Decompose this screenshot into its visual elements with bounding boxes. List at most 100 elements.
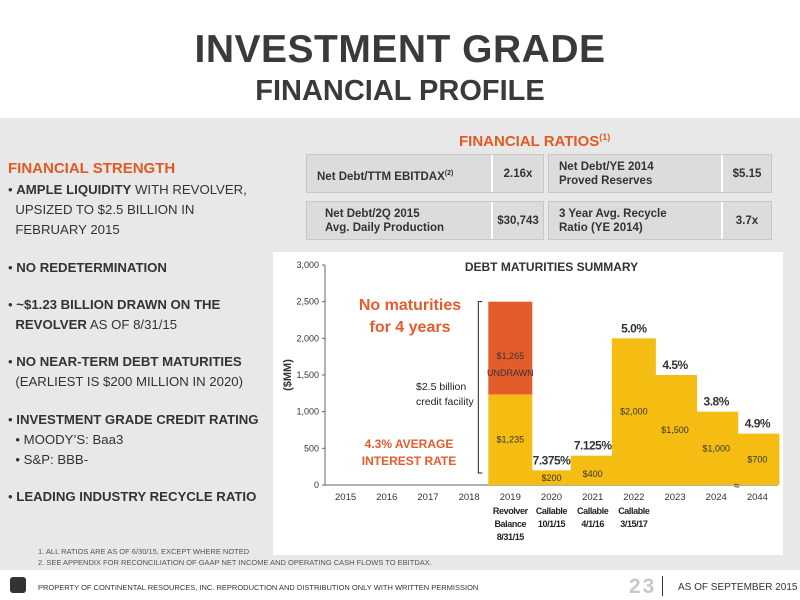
annotation-no-maturities: No maturities [359,297,461,314]
bullet-recycle-text: LEADING INDUSTRY RECYCLE RATIO [16,489,257,504]
bar-value-label: $400 [583,469,603,479]
ratio-production-value: $30,743 [491,202,543,239]
ratio-ebitdax-value: 2.16x [491,155,543,192]
bullet-redetermination-text: NO REDETERMINATION [16,260,167,275]
bullet-maturities-l2: (EARLIEST IS $200 MILLION IN 2020) [15,374,244,389]
bar-sub-label: Balance [494,519,526,529]
bar-drawn [694,411,739,485]
ratio-production-label: Net Debt/2Q 2015 Avg. Daily Production [325,208,445,234]
x-tick-label: 2023 [664,492,685,503]
bar-sub-label: Callable [536,506,568,516]
x-tick-label: 2044 [747,492,768,503]
ratio-box-reserves: Net Debt/YE 2014 Proved Reserves $5.15 [548,154,772,193]
bar-undrawn [488,301,533,395]
title-area: INVESTMENT GRADE FINANCIAL PROFILE [0,0,800,118]
company-logo-icon [10,577,26,593]
bullet-drawn: • ~$1.23 BILLION DRAWN ON THE REVOLVER A… [8,297,221,332]
y-tick-label: 0 [314,480,319,490]
footer-as-of: AS OF SEPTEMBER 2015 [678,582,798,593]
bullet-maturities: • NO NEAR-TERM DEBT MATURITIES (EARLIEST… [8,354,244,389]
rate-label: 4.9% [745,417,771,431]
ratio-reserves-value: $5.15 [721,155,771,192]
y-tick-label: 2,500 [296,297,319,307]
bullet-liquidity-rest: WITH REVOLVER, [131,182,247,197]
x-tick-label: 2022 [623,492,644,503]
bar-value-label: $2,000 [620,407,648,417]
bar-drawn [735,433,780,485]
annotation-credit-facility: $2.5 billion [416,381,466,393]
bar-sub-label: 4/1/16 [581,519,604,529]
bullet-liquidity-l2: UPSIZED TO $2.5 BILLION IN [15,202,195,217]
chart-svg: DEBT MATURITIES SUMMARY 0 500 1,000 1,500 2,0… [282,260,780,542]
annotation-average-rate: 4.3% AVERAGE [365,437,454,451]
undrawn-text-label: UNDRAWN [487,368,534,378]
axis-break-icon: ≈ [734,481,740,492]
x-tick-label: 2021 [582,492,603,503]
bullet-rating: • INVESTMENT GRADE CREDIT RATING • MOODY… [8,412,259,467]
bar-sub-label: Revolver [493,506,529,516]
bullet-drawn-l1: ~$1.23 BILLION DRAWN ON THE [16,297,221,312]
x-tick-label: 2015 [335,492,356,503]
ratio-reserves-label: Net Debt/YE 2014 Proved Reserves [559,161,654,187]
y-tick-label: 3,000 [296,260,319,270]
bar-value-label: $1,235 [497,435,525,445]
y-tick-label: 500 [304,443,319,453]
bullet-drawn-l2-bold: REVOLVER [15,317,87,332]
bullet-drawn-l2-rest: AS OF 8/31/15 [86,317,178,332]
bar-drawn [653,375,698,485]
footer-property-notice: PROPERTY OF CONTINENTAL RESOURCES, INC. … [38,583,479,592]
bullet-rating-moodys: MOODY’S: Baa3 [23,432,124,447]
undrawn-value-label: $1,265 [497,351,525,361]
bar-value-label: $700 [747,454,767,464]
y-tick-label: 1,500 [296,370,319,380]
bar-drawn [570,455,615,485]
bar-value-label: $200 [541,473,561,483]
y-axis-label: ($MM) [282,359,294,391]
x-tick-label: 2016 [376,492,397,503]
y-tick-label: 2,000 [296,333,319,343]
bar-value-label: $1,000 [702,443,730,453]
ratio-box-ebitdax: Net Debt/TTM EBITDAX(2) 2.16x [306,154,544,193]
x-tick-label: 2020 [541,492,562,503]
ratio-ebitdax-label: Net Debt/TTM EBITDAX(2) [317,170,454,183]
rate-label: 7.125% [574,439,613,453]
bullet-rating-text: INVESTMENT GRADE CREDIT RATING [16,412,259,427]
ratio-recycle-value: 3.7x [721,202,771,239]
footer-bar [0,570,800,600]
footnote-2: 2. SEE APPENDIX FOR RECONCILIATION OF GA… [38,558,432,567]
x-tick-label: 2019 [500,492,521,503]
ratios-heading: FINANCIAL RATIOS(1) [459,132,610,150]
ratio-box-production: Net Debt/2Q 2015 Avg. Daily Production $3… [306,201,544,240]
rate-label: 5.0% [621,321,647,335]
ratio-recycle-label: 3 Year Avg. Recycle Ratio (YE 2014) [559,208,667,234]
strength-heading: FINANCIAL STRENGTH [8,160,176,177]
rate-label: 7.375% [533,453,572,467]
bullet-rating-sp: S&P: BBB- [23,452,89,467]
footer-separator [662,576,663,596]
page-title: INVESTMENT GRADE [194,28,606,71]
x-tick-label: 2018 [459,492,480,503]
rate-label: 4.5% [662,358,688,372]
annotation-average-rate: INTEREST RATE [362,454,456,468]
bar-sub-label: 3/15/17 [620,519,648,529]
bullet-liquidity: • AMPLE LIQUIDITY WITH REVOLVER, UPSIZED… [8,182,247,237]
annotation-credit-facility: credit facility [416,396,475,408]
annotation-no-maturities: for 4 years [370,319,451,336]
bar-sub-label: 8/31/15 [497,532,525,542]
bar-drawn [488,394,533,485]
bullet-redetermination: • NO REDETERMINATION [8,260,167,275]
bar-sub-label: Callable [618,506,650,516]
bullet-recycle: • LEADING INDUSTRY RECYCLE RATIO [8,489,257,504]
chart-title: DEBT MATURITIES SUMMARY [465,260,638,274]
ratio-box-recycle: 3 Year Avg. Recycle Ratio (YE 2014) 3.7x [548,201,772,240]
facility-bracket [477,301,483,474]
rate-label: 3.8% [704,395,730,409]
ratios-heading-sup: (1) [599,132,611,142]
footnote-1: 1. ALL RATIOS ARE AS OF 6/30/15, EXCEPT … [38,547,250,556]
x-tick-label: 2024 [706,492,727,503]
bullet-liquidity-bold: AMPLE LIQUIDITY [16,182,132,197]
x-tick-label: 2017 [417,492,438,503]
page-subtitle: FINANCIAL PROFILE [255,75,545,107]
bullet-liquidity-l3: FEBRUARY 2015 [15,222,120,237]
bar-sub-label: Callable [577,506,609,516]
